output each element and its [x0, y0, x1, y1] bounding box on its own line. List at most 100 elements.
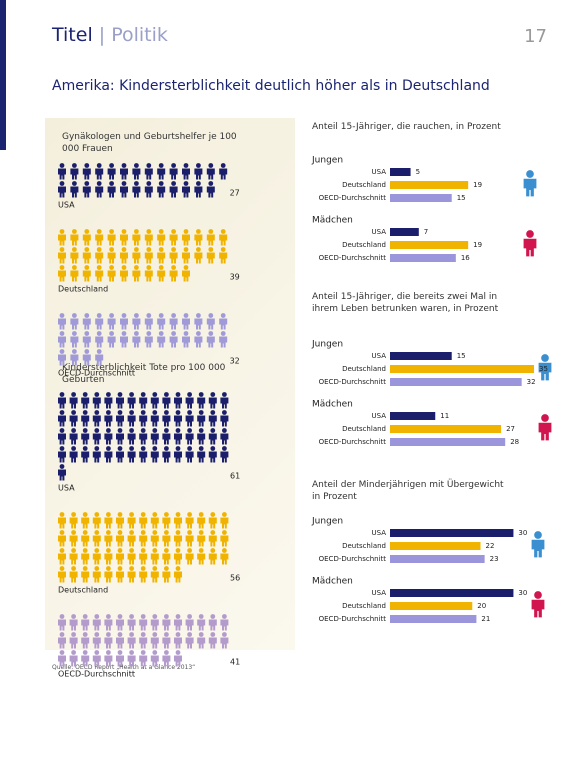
icon-head — [117, 566, 123, 571]
icon-head — [109, 265, 114, 270]
bar — [390, 555, 485, 563]
icon-head — [208, 229, 214, 234]
icon-body — [157, 336, 166, 348]
icon-head — [117, 632, 123, 637]
icon-body — [95, 168, 104, 180]
value-label: 41 — [230, 658, 240, 667]
icon-head — [210, 392, 216, 397]
icon-head — [198, 446, 204, 451]
icon-head — [171, 229, 177, 234]
icon-head — [541, 354, 549, 362]
icon-head — [152, 428, 158, 433]
icon-head — [158, 313, 164, 318]
icon-body — [162, 451, 171, 463]
icon-head — [59, 512, 65, 517]
icon-head — [526, 230, 534, 238]
icon-body — [95, 234, 104, 246]
icon-body — [116, 553, 124, 565]
bar — [390, 254, 456, 262]
icon-body — [116, 517, 124, 529]
icon-head — [146, 181, 152, 186]
group-label: Mädchen — [312, 400, 353, 410]
icon-head — [222, 512, 227, 517]
icon-body — [157, 270, 166, 282]
icon-head — [152, 548, 158, 553]
icon-body — [70, 168, 79, 180]
icon-head — [94, 410, 100, 415]
icon-body — [150, 517, 159, 529]
icon-body — [116, 433, 124, 445]
icon-head — [175, 446, 181, 451]
icon-head — [183, 265, 189, 270]
icon-head — [198, 512, 204, 517]
icon-head — [140, 650, 146, 655]
icon-body — [162, 655, 171, 667]
icon-body — [173, 553, 182, 565]
section: Titel — [52, 24, 93, 46]
icon-body — [173, 433, 182, 445]
icon-body — [70, 186, 79, 198]
icon-head — [129, 512, 135, 517]
icon-body — [169, 234, 178, 246]
icon-body — [120, 234, 128, 246]
icon-head — [84, 313, 90, 318]
gender-icon — [538, 414, 552, 441]
category-label: OECD-Durchschnitt — [319, 194, 387, 202]
icon-body — [197, 415, 206, 427]
icon-body — [169, 318, 178, 330]
icon-body — [197, 553, 206, 565]
icon-head — [152, 512, 158, 517]
icon-body — [206, 168, 215, 180]
icon-head — [183, 181, 189, 186]
gender-icon — [523, 230, 537, 257]
icon-body — [82, 252, 91, 264]
bar — [390, 365, 534, 373]
icon-body — [92, 517, 101, 529]
value-label: 5 — [416, 168, 420, 176]
icon-head — [94, 392, 100, 397]
icon-body — [95, 336, 104, 348]
icon-head — [164, 632, 169, 637]
icon-body — [169, 270, 178, 282]
icon-body — [120, 336, 128, 348]
value-label: 56 — [230, 574, 240, 583]
icon-head — [121, 229, 127, 234]
icon-body — [150, 619, 159, 631]
icon-head — [117, 446, 123, 451]
icon-body — [197, 397, 206, 409]
icon-body — [58, 433, 66, 445]
icon-body — [127, 571, 136, 583]
icon-head — [94, 512, 100, 517]
bar — [390, 425, 502, 433]
icon-body — [92, 397, 101, 409]
icon-head — [222, 548, 227, 553]
pictogram-group — [58, 229, 228, 282]
icon-body — [127, 655, 136, 667]
icon-head — [59, 632, 65, 637]
icon-head — [140, 392, 146, 397]
icon-body — [82, 270, 91, 282]
icon-head — [187, 410, 193, 415]
icon-body — [144, 318, 153, 330]
icon-body — [81, 571, 90, 583]
icon-head — [71, 614, 76, 619]
icon-head — [164, 410, 169, 415]
icon-head — [146, 331, 152, 336]
value-label: 19 — [473, 241, 482, 249]
icon-body — [116, 451, 124, 463]
icon-body — [181, 168, 190, 180]
icon-body — [127, 415, 136, 427]
icon-body — [127, 553, 136, 565]
icon-body — [82, 168, 91, 180]
icon-head — [59, 566, 65, 571]
icon-head — [59, 392, 65, 397]
icon-body — [219, 168, 228, 180]
icon-head — [171, 265, 177, 270]
pictogram-group — [58, 512, 229, 583]
icon-head — [534, 531, 542, 539]
icon-head — [59, 650, 65, 655]
icon-head — [129, 632, 135, 637]
icon-body — [139, 415, 148, 427]
icon-head — [175, 410, 181, 415]
